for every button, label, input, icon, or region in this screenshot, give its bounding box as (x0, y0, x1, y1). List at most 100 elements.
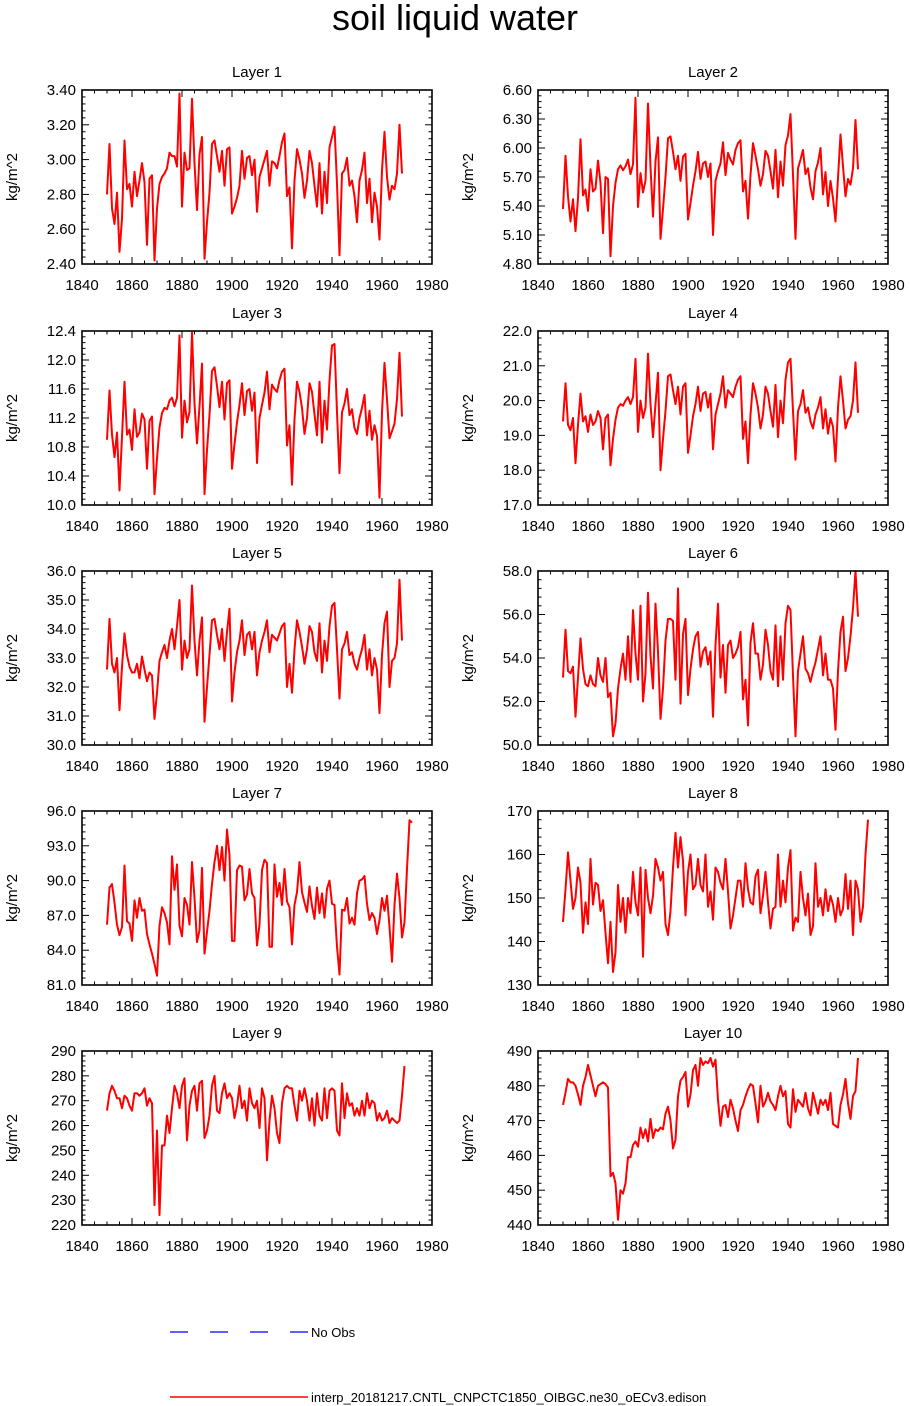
panel-title: Layer 5 (232, 545, 282, 562)
panel-title: Layer 7 (232, 785, 282, 802)
y-tick-label: 3.00 (47, 152, 76, 169)
y-tick-label: 58.0 (503, 563, 532, 580)
x-tick-label: 1860 (571, 1238, 604, 1255)
y-tick-label: 10.4 (47, 468, 76, 485)
y-tick-label: 93.0 (47, 838, 76, 855)
y-tick-label: 4.80 (503, 256, 532, 273)
chart-panel: Layer 10 kg/m^2 1840 1860 1880 1900 1920 1940 19… (460, 1025, 905, 1255)
x-tick-label: 1980 (871, 758, 904, 775)
x-tick-label: 1960 (365, 277, 398, 294)
y-tick-label: 6.60 (503, 82, 532, 99)
y-tick-label: 33.0 (47, 650, 76, 667)
y-axis-label: kg/m^2 (4, 1114, 21, 1162)
x-tick-label: 1940 (315, 277, 348, 294)
panel-title: Layer 3 (232, 305, 282, 322)
x-tick-label: 1940 (315, 998, 348, 1015)
chart-panel: Layer 9 kg/m^2 1840 1860 1880 1900 1920 1940 196… (4, 1025, 449, 1255)
y-tick-label: 18.0 (503, 462, 532, 479)
x-tick-label: 1860 (571, 758, 604, 775)
y-tick-label: 21.0 (503, 358, 532, 375)
plot-frame (81, 1050, 433, 1226)
y-tick-label: 17.0 (503, 497, 532, 514)
plot-frame (81, 89, 433, 265)
plot-frame (81, 570, 433, 746)
x-tick-label: 1900 (671, 1238, 704, 1255)
y-axis-label: kg/m^2 (460, 394, 477, 442)
y-tick-label: 290 (51, 1043, 76, 1060)
x-tick-label: 1920 (265, 518, 298, 535)
x-tick-label: 1840 (521, 277, 554, 294)
y-tick-label: 54.0 (503, 650, 532, 667)
y-tick-label: 10.8 (47, 439, 76, 456)
panel-title: Layer 4 (688, 305, 738, 322)
x-tick-label: 1920 (265, 998, 298, 1015)
y-tick-label: 56.0 (503, 607, 532, 624)
y-axis-label: kg/m^2 (460, 153, 477, 201)
x-tick-label: 1860 (115, 518, 148, 535)
x-tick-label: 1920 (721, 1238, 754, 1255)
x-tick-label: 1960 (365, 518, 398, 535)
y-tick-label: 12.4 (47, 323, 76, 340)
series-line (106, 578, 403, 723)
plot-frame (537, 810, 889, 986)
y-axis-label: kg/m^2 (4, 153, 21, 201)
y-axis-label: kg/m^2 (4, 394, 21, 442)
series-line (562, 1056, 859, 1221)
x-tick-label: 1840 (521, 518, 554, 535)
x-tick-label: 1840 (521, 998, 554, 1015)
x-tick-label: 1900 (215, 518, 248, 535)
chart-panel: Layer 6 kg/m^2 1840 1860 1880 1900 1920 1940 196… (460, 545, 905, 775)
y-tick-label: 490 (507, 1043, 532, 1060)
y-tick-label: 160 (507, 847, 532, 864)
y-tick-label: 11.2 (48, 410, 76, 427)
y-axis-label: kg/m^2 (460, 874, 477, 922)
series-line (106, 819, 413, 977)
x-tick-label: 1920 (721, 758, 754, 775)
x-tick-label: 1960 (821, 758, 854, 775)
plot-frame (537, 330, 889, 506)
y-tick-label: 6.30 (503, 111, 532, 128)
x-tick-label: 1960 (821, 277, 854, 294)
x-tick-label: 1900 (671, 277, 704, 294)
y-tick-label: 230 (51, 1192, 76, 1209)
y-tick-label: 90.0 (47, 873, 76, 890)
legend-no-obs-label: No Obs (311, 1325, 356, 1340)
x-tick-label: 1940 (771, 277, 804, 294)
chart-panel: Layer 7 kg/m^2 1840 1860 1880 1900 1920 1940 196… (4, 785, 449, 1015)
plot-frame (81, 810, 433, 986)
series-line (106, 1065, 406, 1217)
y-tick-label: 32.0 (47, 679, 76, 696)
x-tick-label: 1840 (521, 758, 554, 775)
x-tick-label: 1940 (315, 1238, 348, 1255)
chart-panel: Layer 2 kg/m^2 1840 1860 1880 1900 1920 1940 196… (460, 64, 905, 294)
y-tick-label: 3.40 (47, 82, 76, 99)
x-tick-label: 1940 (771, 758, 804, 775)
y-tick-label: 52.0 (503, 694, 532, 711)
x-tick-label: 1860 (115, 998, 148, 1015)
y-axis-label: kg/m^2 (4, 634, 21, 682)
x-tick-label: 1940 (771, 1238, 804, 1255)
y-tick-label: 220 (51, 1217, 76, 1234)
y-tick-label: 270 (51, 1093, 76, 1110)
x-tick-label: 1840 (65, 518, 98, 535)
y-tick-label: 450 (507, 1182, 532, 1199)
plot-frame (537, 1050, 889, 1226)
x-tick-label: 1960 (821, 518, 854, 535)
panel-title: Layer 6 (688, 545, 738, 562)
y-tick-label: 19.0 (503, 427, 532, 444)
y-tick-label: 36.0 (47, 563, 76, 580)
series-line (562, 352, 859, 472)
panel-title: Layer 9 (232, 1025, 282, 1042)
y-tick-label: 3.20 (47, 117, 76, 134)
x-tick-label: 1940 (771, 998, 804, 1015)
panel-title: Layer 8 (688, 785, 738, 802)
y-tick-label: 81.0 (47, 977, 76, 994)
x-tick-label: 1940 (771, 518, 804, 535)
x-tick-label: 1920 (721, 277, 754, 294)
y-tick-label: 5.10 (503, 227, 532, 244)
y-tick-label: 6.00 (503, 140, 532, 157)
x-tick-label: 1920 (265, 758, 298, 775)
x-tick-label: 1840 (521, 1238, 554, 1255)
x-tick-label: 1980 (415, 1238, 448, 1255)
